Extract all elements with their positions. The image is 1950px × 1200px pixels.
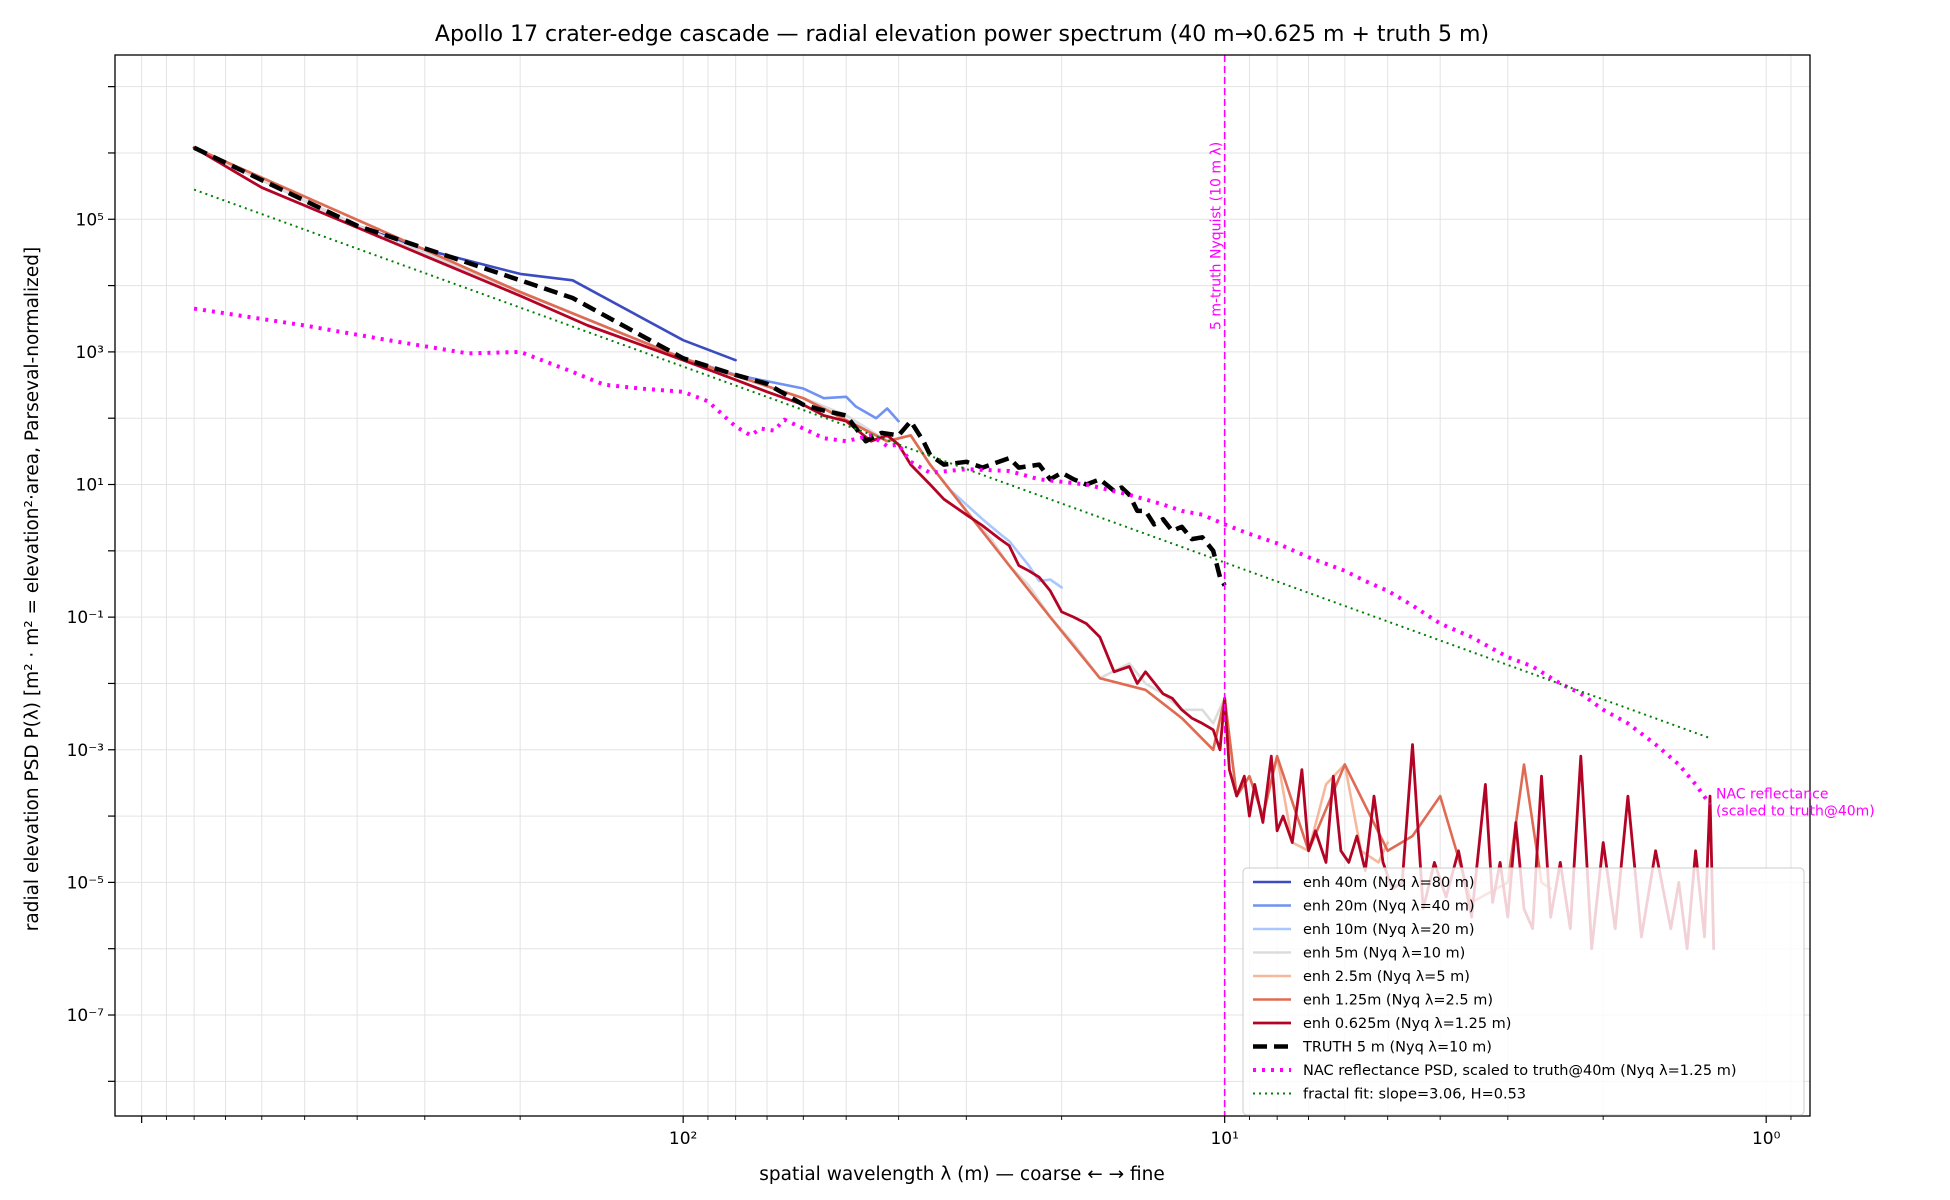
nac-annotation: NAC reflectance(scaled to truth@40m)	[1716, 786, 1875, 819]
series-line-nac-reflectance-psd-scaled-to-truth-40m-nyq-1-25-m	[193, 306, 1712, 806]
legend-entry: enh 40m (Nyq λ=80 m)	[1303, 875, 1475, 891]
y-tick-label: 10⁻³	[67, 741, 104, 761]
legend-entry: NAC reflectance PSD, scaled to truth@40m…	[1303, 1063, 1736, 1079]
y-tick-label: 10⁻⁷	[67, 1006, 105, 1026]
y-tick-label: 10⁻¹	[67, 608, 104, 628]
legend-entry: TRUTH 5 m (Nyq λ=10 m)	[1302, 1040, 1492, 1056]
y-tick-label: 10⁻⁵	[67, 873, 104, 893]
series-line-truth-5-m-nyq-10-m	[193, 145, 1227, 587]
legend-entry: enh 1.25m (Nyq λ=2.5 m)	[1303, 993, 1493, 1009]
legend-entry: enh 5m (Nyq λ=10 m)	[1303, 946, 1465, 962]
annotation-line-1: NAC reflectance	[1716, 786, 1828, 802]
y-tick-label: 10¹	[76, 476, 104, 496]
y-tick-label: 10³	[76, 343, 104, 363]
legend-entry: enh 10m (Nyq λ=20 m)	[1303, 922, 1475, 938]
x-tick-label: 10¹	[1210, 1129, 1238, 1149]
legend-entry: fractal fit: slope=3.06, H=0.53	[1303, 1087, 1526, 1103]
legend-entry: enh 20m (Nyq λ=40 m)	[1303, 899, 1475, 915]
legend: enh 40m (Nyq λ=80 m) enh 20m (Nyq λ=40 m)…	[1242, 867, 1805, 1116]
legend-entry: enh 0.625m (Nyq λ=1.25 m)	[1303, 1016, 1511, 1032]
x-tick-label: 10²	[669, 1129, 697, 1149]
y-axis-label: radial elevation PSD P(λ) [m² · m² = ele…	[22, 247, 43, 931]
axis-ticks: 10² 10¹ 10⁰ 10⁵ 10³ 10¹ 10⁻¹ 10⁻³ 10⁻⁵ 10⁻⁷	[67, 86, 1792, 1149]
chart-title: Apollo 17 crater-edge cascade — radial e…	[435, 22, 1489, 47]
y-tick-label: 10⁵	[76, 210, 104, 230]
annotation-line-2: (scaled to truth@40m)	[1716, 803, 1875, 819]
nyquist-marker: 5 m-truth Nyquist (10 m λ)	[1209, 55, 1226, 1116]
x-tick-label: 10⁰	[1752, 1129, 1781, 1149]
nyquist-label: 5 m-truth Nyquist (10 m λ)	[1209, 142, 1225, 330]
plot-frame	[114, 54, 1811, 1117]
x-axis-label: spatial wavelength λ (m) — coarse ← → fi…	[759, 1164, 1165, 1185]
legend-entry: enh 2.5m (Nyq λ=5 m)	[1303, 969, 1470, 985]
legend-box	[1242, 867, 1805, 1116]
